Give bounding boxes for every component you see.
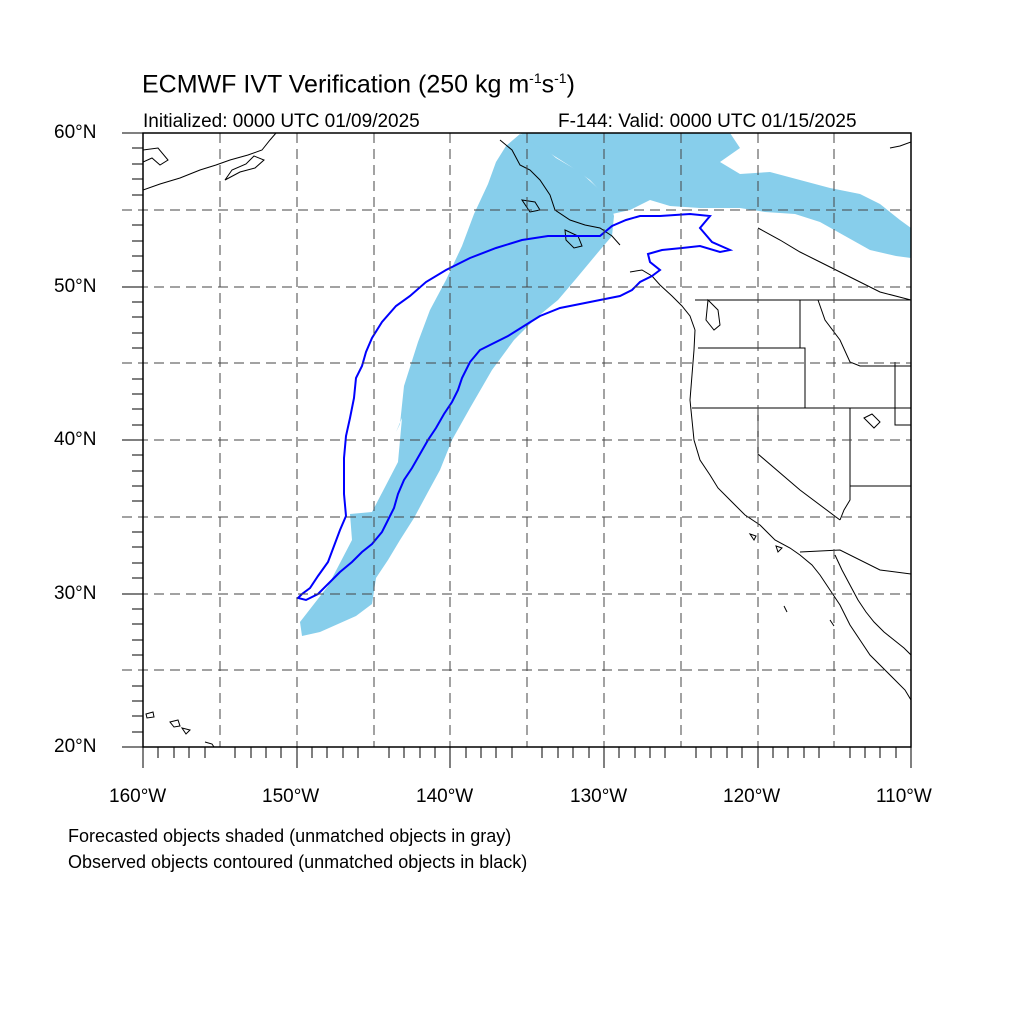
valid-time: F-144: Valid: 0000 UTC 01/15/2025 xyxy=(558,111,857,132)
lon-label-130w: 130°W xyxy=(570,786,628,807)
lon-label-140w: 140°W xyxy=(416,786,474,807)
note-forecast: Forecasted objects shaded (unmatched obj… xyxy=(68,826,512,846)
coastlines xyxy=(143,133,911,747)
observed-ivt-object xyxy=(296,212,734,602)
political-boundaries xyxy=(692,227,911,575)
lon-label-150w: 150°W xyxy=(262,786,320,807)
forecast-ivt-object xyxy=(300,134,614,636)
lon-label-120w: 120°W xyxy=(723,786,781,807)
lat-label-40n: 40°N xyxy=(54,429,97,450)
map-title: ECMWF IVT Verification (250 kg m-1s-1) xyxy=(142,70,575,99)
graticule xyxy=(122,133,911,747)
initialized-time: Initialized: 0000 UTC 01/09/2025 xyxy=(143,111,420,132)
lon-label-160w: 160°W xyxy=(109,786,167,807)
forecast-ivt-object-north xyxy=(520,133,911,258)
axis-ticks xyxy=(122,132,912,768)
lat-label-30n: 30°N xyxy=(54,583,97,604)
lat-label-60n: 60°N xyxy=(54,122,97,143)
lat-label-20n: 20°N xyxy=(54,736,97,757)
lat-label-50n: 50°N xyxy=(54,276,97,297)
lon-label-110w: 110°W xyxy=(876,786,932,807)
note-observed: Observed objects contoured (unmatched ob… xyxy=(68,852,528,872)
